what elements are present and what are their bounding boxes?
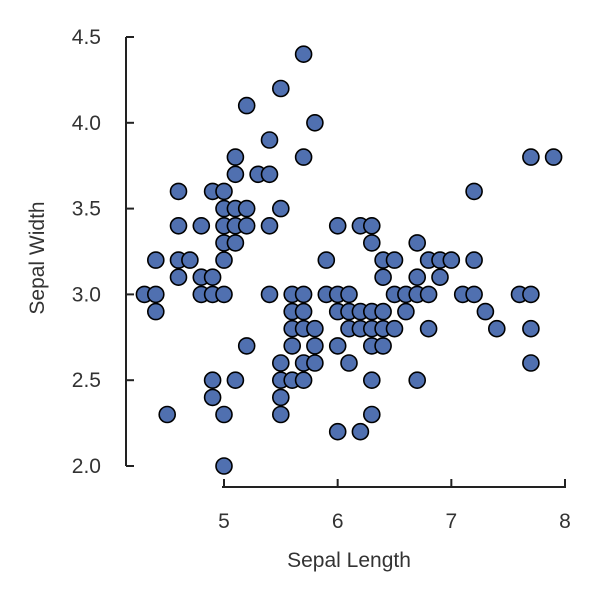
data-point-50 — [283, 337, 302, 355]
data-point-25 — [215, 457, 233, 475]
data-point-42 — [271, 199, 290, 218]
x-tick-label: 6 — [332, 510, 344, 533]
data-point-103 — [431, 268, 449, 287]
data-point-58 — [294, 371, 313, 390]
y-tick-label: 3.5 — [72, 198, 101, 221]
points-layer — [135, 45, 563, 475]
data-point-33 — [237, 199, 256, 218]
data-point-112 — [522, 148, 540, 166]
data-point-79 — [362, 234, 381, 252]
data-point-34 — [237, 217, 256, 235]
data-point-39 — [260, 217, 279, 235]
data-point-59 — [306, 114, 324, 132]
data-point-83 — [362, 371, 381, 390]
data-point-35 — [237, 337, 256, 355]
data-point-22 — [215, 251, 233, 269]
data-point-18 — [215, 182, 233, 201]
data-point-23 — [215, 285, 233, 304]
data-point-77 — [351, 422, 370, 441]
data-point-101 — [419, 319, 438, 338]
data-point-52 — [294, 45, 313, 64]
data-point-107 — [465, 251, 483, 269]
data-point-45 — [271, 388, 290, 407]
data-point-108 — [465, 285, 483, 304]
data-point-8 — [169, 268, 188, 287]
data-point-69 — [328, 422, 347, 441]
data-point-65 — [328, 217, 347, 235]
data-point-16 — [203, 371, 222, 390]
x-tick-label: 7 — [445, 510, 457, 533]
y-tick-label: 2.0 — [72, 455, 101, 478]
data-point-1 — [147, 285, 165, 304]
data-point-115 — [522, 354, 540, 372]
data-point-90 — [385, 251, 404, 269]
x-tick-label: 8 — [559, 510, 571, 533]
data-point-54 — [294, 285, 313, 304]
data-point-2 — [147, 302, 165, 321]
data-point-98 — [408, 371, 427, 390]
x-tick-label: 5 — [218, 510, 230, 533]
y-tick-label: 4.5 — [72, 26, 101, 49]
data-point-43 — [271, 354, 290, 372]
data-point-9 — [181, 251, 199, 269]
data-point-14 — [203, 268, 222, 287]
data-point-96 — [408, 268, 427, 287]
data-point-17 — [203, 388, 222, 407]
x-axis-title: Sepal Length — [287, 549, 411, 572]
y-tick-label: 3.0 — [72, 283, 101, 306]
data-point-113 — [522, 285, 540, 304]
data-point-6 — [169, 217, 188, 235]
data-point-10 — [192, 217, 211, 235]
data-point-84 — [362, 405, 381, 424]
data-point-31 — [226, 371, 245, 390]
data-point-73 — [340, 354, 358, 372]
data-point-27 — [226, 165, 245, 184]
data-point-41 — [271, 79, 290, 98]
data-point-32 — [237, 96, 256, 115]
y-tick-label: 4.0 — [72, 112, 101, 135]
data-point-46 — [271, 405, 290, 424]
data-point-95 — [408, 234, 427, 252]
data-point-104 — [442, 251, 461, 269]
data-point-100 — [419, 285, 438, 304]
data-point-60 — [306, 319, 324, 338]
y-tick-label: 2.5 — [72, 369, 101, 392]
data-point-89 — [374, 337, 392, 355]
data-point-26 — [226, 148, 245, 166]
data-point-110 — [487, 319, 506, 338]
data-point-70 — [340, 285, 358, 304]
data-point-61 — [306, 337, 324, 355]
data-point-53 — [294, 148, 313, 166]
data-point-24 — [215, 405, 233, 424]
data-point-62 — [306, 354, 324, 372]
data-point-116 — [544, 148, 563, 166]
data-point-37 — [260, 131, 279, 149]
data-point-92 — [385, 319, 404, 338]
y-axis-title: Sepal Width — [26, 201, 49, 314]
data-point-78 — [362, 217, 381, 235]
data-point-40 — [260, 285, 279, 304]
data-point-63 — [317, 251, 336, 269]
data-point-109 — [476, 302, 495, 321]
data-point-87 — [374, 302, 392, 321]
data-point-86 — [374, 268, 392, 287]
data-point-55 — [294, 302, 313, 321]
data-point-94 — [397, 302, 415, 321]
data-point-68 — [328, 337, 347, 355]
data-point-3 — [147, 251, 165, 269]
data-point-4 — [158, 405, 176, 424]
data-point-5 — [169, 182, 188, 201]
data-point-38 — [260, 165, 279, 184]
axes-layer: 5 6 7 8 2.0 2.5 3.0 3.5 4.0 4.5 — [72, 26, 571, 533]
data-point-30 — [226, 234, 245, 252]
data-point-114 — [522, 319, 540, 338]
data-point-106 — [465, 182, 483, 201]
